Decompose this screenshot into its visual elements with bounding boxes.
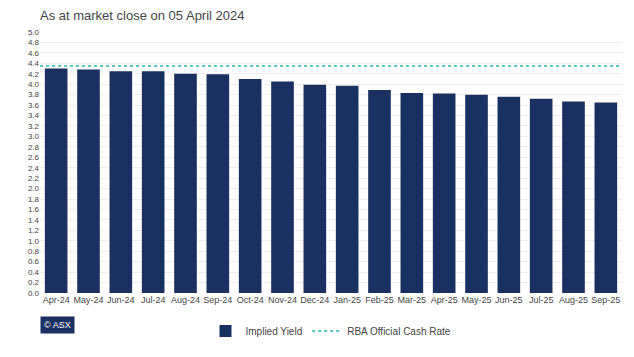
svg-text:2.8: 2.8 [28,143,40,152]
svg-text:Jan-25: Jan-25 [333,295,361,305]
svg-text:4.0: 4.0 [28,80,40,89]
svg-text:May-24: May-24 [73,295,103,305]
svg-text:0.8: 0.8 [28,247,40,256]
svg-text:Mar-25: Mar-25 [398,295,427,305]
svg-text:2.0: 2.0 [28,184,40,193]
svg-text:May-25: May-25 [461,295,491,305]
svg-text:Nov-24: Nov-24 [268,295,297,305]
svg-text:3.8: 3.8 [28,90,40,99]
svg-text:Apr-24: Apr-24 [43,295,70,305]
svg-text:As at market close on 05 April: As at market close on 05 April 2024 [40,8,245,23]
svg-text:Aug-24: Aug-24 [171,295,200,305]
svg-text:Sep-25: Sep-25 [591,295,620,305]
svg-text:Oct-24: Oct-24 [237,295,264,305]
svg-text:Jun-24: Jun-24 [107,295,135,305]
svg-text:1.6: 1.6 [28,205,40,214]
svg-text:3.4: 3.4 [28,111,40,120]
svg-text:2.6: 2.6 [28,153,40,162]
svg-text:Jul-24: Jul-24 [141,295,166,305]
svg-text:0.6: 0.6 [28,257,40,266]
svg-text:2.2: 2.2 [28,174,40,183]
svg-text:5.0: 5.0 [28,28,40,37]
svg-text:3.0: 3.0 [28,132,40,141]
svg-text:Jun-25: Jun-25 [495,295,523,305]
svg-text:1.8: 1.8 [28,195,40,204]
svg-text:4.8: 4.8 [28,38,40,47]
svg-text:1.4: 1.4 [28,216,40,225]
svg-text:1.0: 1.0 [28,237,40,246]
svg-text:Implied Yield: Implied Yield [246,326,303,337]
svg-text:1.2: 1.2 [28,226,40,235]
svg-text:4.2: 4.2 [28,70,40,79]
svg-text:0.0: 0.0 [28,289,40,298]
svg-text:Feb-25: Feb-25 [365,295,394,305]
svg-text:4.6: 4.6 [28,49,40,58]
svg-text:3.2: 3.2 [28,122,40,131]
svg-text:Sep-24: Sep-24 [203,295,232,305]
svg-text:3.6: 3.6 [28,101,40,110]
svg-text:0.4: 0.4 [28,268,40,277]
svg-text:Apr-25: Apr-25 [431,295,458,305]
svg-text:0.2: 0.2 [28,278,40,287]
svg-text:2.4: 2.4 [28,164,40,173]
svg-text:Aug-25: Aug-25 [559,295,588,305]
svg-text:Dec-24: Dec-24 [300,295,329,305]
svg-text:4.4: 4.4 [28,59,40,68]
svg-text:© ASX: © ASX [44,320,71,330]
svg-text:Jul-25: Jul-25 [529,295,554,305]
svg-text:RBA Official Cash Rate: RBA Official Cash Rate [347,326,451,337]
